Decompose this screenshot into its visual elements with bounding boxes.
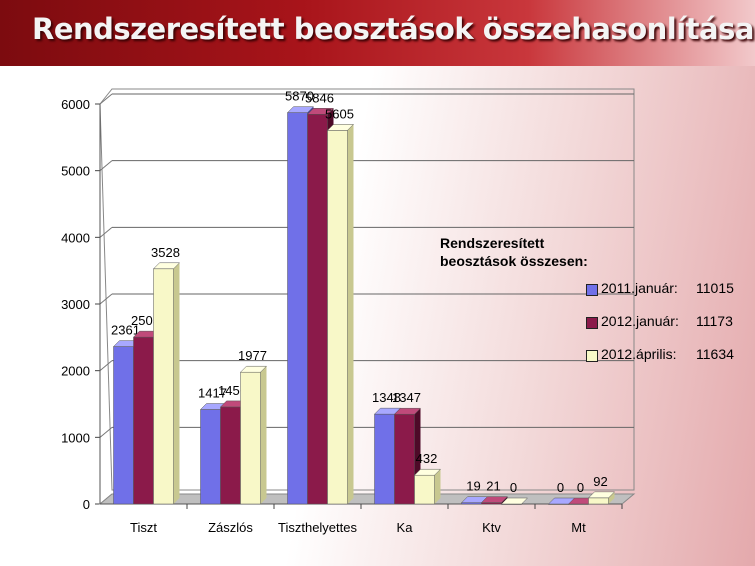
x-tick-label: Mt [571,520,586,535]
bar-side [608,491,615,504]
gridline-depth [99,426,113,438]
bar-top [480,496,509,503]
bar [327,130,348,505]
legend-total: 11634 [696,346,734,362]
x-tick-label: Tiszthelyettes [278,520,357,535]
y-tick-label: 1000 [61,430,90,445]
data-label: 5605 [325,106,354,121]
legend-swatch-0 [586,284,598,296]
bar-group [413,468,442,505]
y-tick-label: 4000 [61,230,90,245]
legend-total: 11173 [696,313,733,329]
data-label: 432 [416,451,438,466]
bar [200,409,221,505]
legend-swatch-1 [586,317,598,329]
page-title: Rendszeresített beosztások összehasonlít… [32,12,754,46]
bar-top [306,108,335,115]
gridline-depth [99,93,113,105]
bar-side [434,469,441,504]
plot-frame [99,88,635,491]
data-label: 1456 [218,383,247,398]
bar [133,336,154,505]
bar-group [239,365,268,505]
data-label: 0 [510,480,517,495]
data-label: 5870 [285,89,314,104]
bar-group [587,491,616,505]
bar [240,371,261,505]
data-label: 0 [577,480,584,495]
bar-group [152,262,181,505]
data-label: 1347 [392,390,421,405]
y-tick-label: 2000 [61,364,90,379]
legend-title: Rendszeresített beosztások összesen: [440,234,588,270]
bar-top [326,124,355,131]
bar [113,346,134,505]
bar-group [326,124,355,505]
gridline-depth [99,226,113,238]
data-label: 21 [486,479,500,494]
data-label: 3528 [151,245,180,260]
x-tick-label: Ktv [482,520,501,535]
gridline-depth [99,293,113,305]
data-label: 5846 [305,90,334,105]
data-label: 1417 [198,386,227,401]
bar [374,413,395,505]
bar-side [347,124,354,504]
legend-label: 2012.április: [601,346,677,362]
data-label: 0 [557,480,564,495]
bar-top [286,106,315,113]
bar-top [239,365,268,373]
x-tick-label: Tiszt [130,520,157,535]
legend-title-line2: beosztások összesen: [440,253,588,269]
bar-top [152,262,181,270]
bar [153,268,174,505]
bar [307,114,328,505]
title-bar: Rendszeresített beosztások összehasonlít… [0,0,755,66]
bar [287,112,308,505]
data-label: 2361 [111,323,140,338]
bar-side [173,262,180,504]
data-label: 19 [466,479,480,494]
y-tick-label: 0 [83,497,90,512]
bar [394,413,415,505]
bar-top [500,497,529,505]
legend-title-line1: Rendszeresített [440,235,545,251]
y-tick-label: 5000 [61,164,90,179]
data-label: 1977 [238,348,267,363]
bar [588,497,609,505]
legend-swatch-2 [586,350,598,362]
bar-top [393,407,422,415]
legend-label: 2011.január: [601,280,678,296]
bar-side [260,366,267,504]
bar-group [500,497,529,505]
bar [220,406,241,505]
data-label: 2503 [131,313,160,328]
data-label: 1348 [372,390,401,405]
x-tick-label: Ka [397,520,414,535]
legend-total: 11015 [696,280,734,296]
x-tick-label: Zászlós [208,520,253,535]
gridline-depth [99,360,113,372]
bar-top [587,491,616,499]
gridline-depth [99,160,113,172]
y-tick-label: 3000 [61,297,90,312]
bar [414,474,435,505]
y-tick-label: 6000 [61,97,90,112]
legend-label: 2012.január: [601,313,679,329]
bar-top [413,468,442,476]
data-label: 92 [593,474,607,489]
